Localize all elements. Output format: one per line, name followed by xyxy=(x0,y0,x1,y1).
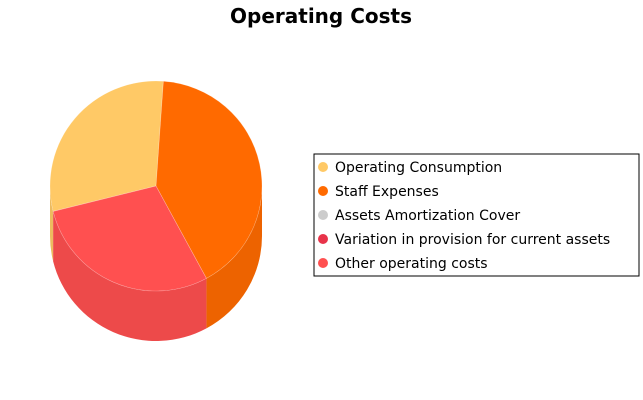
legend-label-1: Staff Expenses xyxy=(335,184,439,200)
pie-top xyxy=(49,80,263,292)
legend-label-4: Other operating costs xyxy=(335,256,488,272)
legend-label-0: Operating Consumption xyxy=(335,160,502,176)
legend-swatch-2 xyxy=(318,210,328,220)
pie-side-1 xyxy=(206,186,262,329)
pie-side-0 xyxy=(50,186,54,262)
pie-slice-0 xyxy=(49,80,164,212)
legend: Operating Consumption Staff Expenses Asset… xyxy=(313,153,640,277)
legend-swatch-4 xyxy=(318,258,328,268)
legend-swatch-1 xyxy=(318,186,328,196)
legend-swatch-0 xyxy=(318,162,328,172)
pie-sides xyxy=(50,186,262,342)
legend-label-3: Variation in provision for current asset… xyxy=(335,232,610,248)
pie-slice-4 xyxy=(52,185,207,292)
pie-slice-1 xyxy=(155,80,263,279)
pie-side-4 xyxy=(53,211,207,342)
legend-swatch-3 xyxy=(318,234,328,244)
chart-title: Operating Costs xyxy=(230,4,412,28)
legend-box xyxy=(313,153,640,277)
legend-label-2: Assets Amortization Cover xyxy=(335,208,520,224)
